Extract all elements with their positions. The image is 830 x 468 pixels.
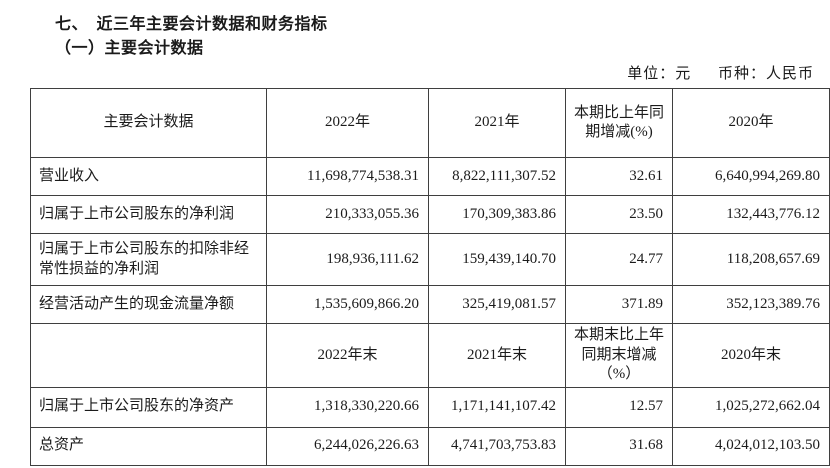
table-row-total-assets: 总资产 6,244,026,226.63 4,741,703,753.83 31… <box>30 426 830 466</box>
header-cell-2022-end: 2022年末 <box>266 323 429 388</box>
table-header-row-annual: 主要会计数据 2022年 2021年 本期比上年同期增减(%) 2020年 <box>30 88 830 158</box>
value-2021-end: 1,171,141,107.42 <box>428 386 566 428</box>
value-yearend-change: 12.57 <box>565 386 673 428</box>
value-2021: 8,822,111,307.52 <box>428 157 566 196</box>
value-2020: 132,443,776.12 <box>672 195 830 234</box>
row-label: 经营活动产生的现金流量净额 <box>30 285 267 324</box>
subsection-title: （一）主要会计数据 <box>55 40 204 57</box>
row-label: 总资产 <box>30 426 267 466</box>
value-2022-end: 1,318,330,220.66 <box>266 386 429 428</box>
table-row-net-profit-excl-nonrecurring: 归属于上市公司股东的扣除非经常性损益的净利润 198,936,111.62 15… <box>30 233 830 286</box>
table-header-row-yearend: 2022年末 2021年末 本期末比上年同期末增减（%） 2020年末 <box>30 323 830 388</box>
header-cell-2022: 2022年 <box>266 88 429 158</box>
value-2022: 11,698,774,538.31 <box>266 157 429 196</box>
row-label: 归属于上市公司股东的扣除非经常性损益的净利润 <box>30 233 267 286</box>
value-yoy-change: 32.61 <box>565 157 673 196</box>
value-2022: 198,936,111.62 <box>266 233 429 286</box>
value-2021-end: 4,741,703,753.83 <box>428 426 566 466</box>
value-yearend-change: 31.68 <box>565 426 673 466</box>
unit-label: 单位：元 <box>627 66 692 82</box>
value-2020: 118,208,657.69 <box>672 233 830 286</box>
header-cell-blank <box>30 323 267 388</box>
value-yoy-change: 23.50 <box>565 195 673 234</box>
value-2021: 159,439,140.70 <box>428 233 566 286</box>
value-yoy-change: 24.77 <box>565 233 673 286</box>
header-cell-yoy-change: 本期比上年同期增减(%) <box>565 88 673 158</box>
table-row-net-profit: 归属于上市公司股东的净利润 210,333,055.36 170,309,383… <box>30 195 830 234</box>
accounting-data-table: 主要会计数据 2022年 2021年 本期比上年同期增减(%) 2020年 营业… <box>30 88 830 466</box>
value-2022: 1,535,609,866.20 <box>266 285 429 324</box>
header-cell-2020-end: 2020年末 <box>672 323 830 388</box>
row-label: 营业收入 <box>30 157 267 196</box>
header-cell-yearend-change: 本期末比上年同期末增减（%） <box>565 323 673 388</box>
value-2020: 352,123,389.76 <box>672 285 830 324</box>
header-cell-2021-end: 2021年末 <box>428 323 566 388</box>
header-cell-metric: 主要会计数据 <box>30 88 267 158</box>
table-row-net-assets: 归属于上市公司股东的净资产 1,318,330,220.66 1,171,141… <box>30 386 830 428</box>
value-2021: 325,419,081.57 <box>428 285 566 324</box>
currency-label: 币种：人民币 <box>717 66 814 82</box>
header-cell-2020: 2020年 <box>672 88 830 158</box>
row-label: 归属于上市公司股东的净利润 <box>30 195 267 234</box>
value-2020: 6,640,994,269.80 <box>672 157 830 196</box>
value-yoy-change: 371.89 <box>565 285 673 324</box>
row-label: 归属于上市公司股东的净资产 <box>30 386 267 428</box>
table-row-operating-cash-flow: 经营活动产生的现金流量净额 1,535,609,866.20 325,419,0… <box>30 285 830 324</box>
value-2022: 210,333,055.36 <box>266 195 429 234</box>
value-2022-end: 6,244,026,226.63 <box>266 426 429 466</box>
units-line: 单位：元 币种：人民币 <box>627 62 814 83</box>
header-cell-2021: 2021年 <box>428 88 566 158</box>
table-row-revenue: 营业收入 11,698,774,538.31 8,822,111,307.52 … <box>30 157 830 196</box>
value-2020-end: 4,024,012,103.50 <box>672 426 830 466</box>
value-2021: 170,309,383.86 <box>428 195 566 234</box>
section-title: 七、 近三年主要会计数据和财务指标 <box>55 16 328 33</box>
value-2020-end: 1,025,272,662.04 <box>672 386 830 428</box>
